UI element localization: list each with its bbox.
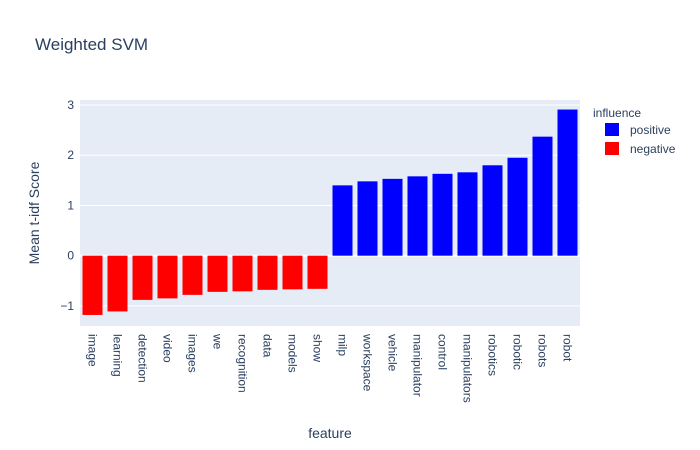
x-axis-title: feature xyxy=(308,425,352,441)
legend-swatch-positive xyxy=(605,123,619,136)
bar-robot[interactable] xyxy=(557,109,578,256)
x-tick-label-detection: detection xyxy=(136,334,150,383)
y-tick-label: 3 xyxy=(67,98,74,112)
legend-item-positive[interactable]: positive xyxy=(605,123,671,137)
bar-data[interactable] xyxy=(257,255,278,290)
bar-learning[interactable] xyxy=(107,255,128,312)
legend-title: influence xyxy=(593,106,641,120)
x-tick-label-manipulators: manipulators xyxy=(461,334,475,403)
bar-workspace[interactable] xyxy=(357,181,378,256)
bar-video[interactable] xyxy=(157,255,178,299)
x-tick-label-video: video xyxy=(161,334,175,363)
x-tick-label-we: we xyxy=(211,333,225,350)
x-tick-label-recognition: recognition xyxy=(236,334,250,393)
x-tick-label-vehicle: vehicle xyxy=(386,334,400,372)
x-tick-label-control: control xyxy=(436,334,450,370)
bar-detection[interactable] xyxy=(132,255,153,300)
bar-recognition[interactable] xyxy=(232,255,253,292)
x-tick-label-models: models xyxy=(286,334,300,373)
bar-robotics[interactable] xyxy=(482,165,503,256)
bar-manipulators[interactable] xyxy=(457,172,478,256)
bar-robotic[interactable] xyxy=(507,157,528,256)
x-tick-label-robotics: robotics xyxy=(486,334,500,376)
x-tick-label-learning: learning xyxy=(111,334,125,377)
legend: influence positive negative xyxy=(593,106,676,156)
bar-control[interactable] xyxy=(432,173,453,256)
legend-label-positive: positive xyxy=(630,123,671,137)
x-tick-label-show: show xyxy=(311,334,325,362)
y-tick-label: 2 xyxy=(67,148,74,162)
x-tick-label-image: image xyxy=(86,334,100,367)
legend-swatch-negative xyxy=(605,142,619,155)
x-tick-label-images: images xyxy=(186,334,200,373)
x-tick-labels: image learning detection video images we recog… xyxy=(86,333,575,403)
x-tick-label-workspace: workspace xyxy=(361,333,375,392)
plot-area xyxy=(80,100,580,326)
bar-models[interactable] xyxy=(282,255,303,290)
x-tick-label-robots: robots xyxy=(536,334,550,367)
y-axis-title: Mean t-idf Score xyxy=(26,161,42,264)
x-tick-label-robot: robot xyxy=(561,334,575,362)
bar-image[interactable] xyxy=(82,255,103,315)
y-tick-label: 0 xyxy=(67,249,74,263)
x-tick-label-data: data xyxy=(261,334,275,358)
bar-images[interactable] xyxy=(182,255,203,295)
legend-label-negative: negative xyxy=(630,142,676,156)
chart-title: Weighted SVM xyxy=(35,35,148,54)
bar-milp[interactable] xyxy=(332,185,353,256)
bars xyxy=(82,109,578,315)
x-tick-label-milp: milp xyxy=(336,334,350,356)
bar-manipulator[interactable] xyxy=(407,176,428,256)
legend-item-negative[interactable]: negative xyxy=(605,142,676,156)
bar-robots[interactable] xyxy=(532,136,553,256)
x-tick-label-robotic: robotic xyxy=(511,334,525,370)
y-tick-label: −1 xyxy=(60,299,74,313)
y-tick-label: 1 xyxy=(67,198,74,212)
bar-vehicle[interactable] xyxy=(382,178,403,256)
x-tick-label-manipulator: manipulator xyxy=(411,334,425,397)
bar-show[interactable] xyxy=(307,255,328,289)
bar-we[interactable] xyxy=(207,255,228,292)
y-tick-labels: −1 0 1 2 3 xyxy=(60,98,74,313)
